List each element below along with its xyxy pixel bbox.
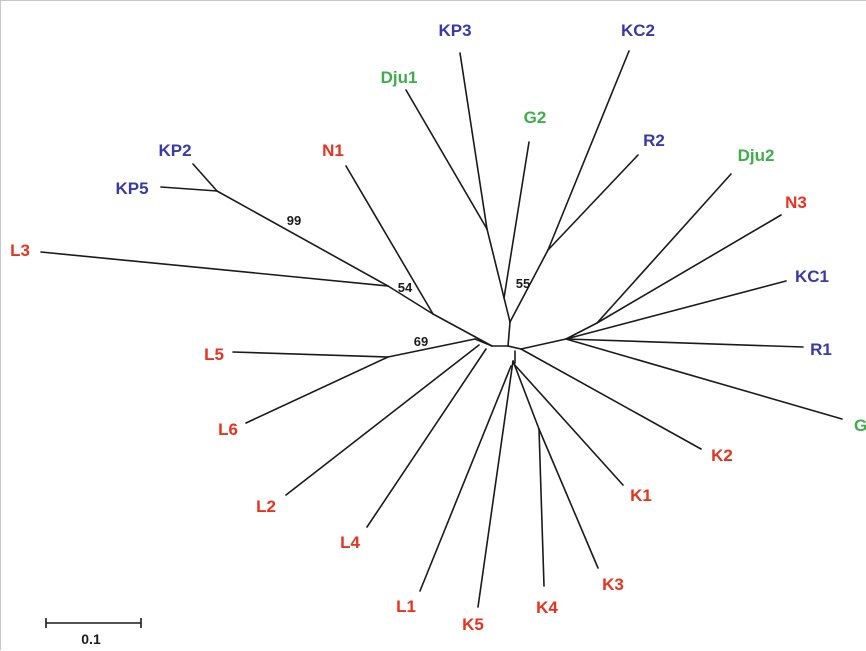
tip-label-n3: N3 [785, 193, 807, 212]
n1-branch [345, 165, 434, 315]
bootstrap-55: 55 [516, 276, 530, 291]
bootstrap-54: 54 [398, 280, 413, 295]
kc2-r2-clade-branch [509, 249, 549, 323]
top-stem-branch [507, 321, 511, 347]
dju1-branch [405, 89, 488, 230]
g-branch [565, 338, 843, 420]
k3-branch [538, 428, 599, 569]
tip-label-k4: K4 [536, 598, 558, 617]
tip-label-k3: K3 [602, 575, 624, 594]
tip-label-l4: L4 [340, 533, 360, 552]
l6-branch [245, 356, 389, 424]
l56-clade-branch [387, 338, 476, 358]
l2-branch [285, 344, 480, 496]
kc2-branch [547, 50, 630, 251]
tip-label-l6: L6 [218, 420, 238, 439]
tip-label-l5: L5 [204, 345, 224, 364]
kp-clade-branch [216, 190, 389, 287]
tip-label-n1: N1 [322, 141, 344, 160]
tip-label-k1: K1 [630, 486, 652, 505]
tip-label-kp5: KP5 [115, 179, 148, 198]
l4-branch [366, 348, 487, 528]
tip-label-g: G [854, 416, 866, 435]
l3-branch [40, 251, 389, 287]
scale-bar-label: 0.1 [81, 631, 101, 647]
kc1-branch [565, 280, 787, 340]
kp3-branch [459, 52, 488, 230]
tip-label-kc2: KC2 [621, 21, 655, 40]
kp2-branch [192, 163, 218, 192]
tip-label-l2: L2 [256, 497, 276, 516]
tip-label-kc1: KC1 [795, 267, 829, 286]
tip-label-l3: L3 [10, 241, 30, 260]
left-clade-branch [387, 285, 434, 315]
k1-branch [512, 362, 624, 486]
r2-branch [547, 154, 639, 251]
tip-label-r1: R1 [810, 340, 832, 359]
scale-bar: 0.1 [45, 618, 142, 647]
kp5-branch [160, 186, 218, 192]
tip-label-kp3: KP3 [438, 21, 471, 40]
tip-label-k5: K5 [462, 615, 484, 634]
l56-stem-branch [474, 338, 493, 347]
bootstrap-69: 69 [414, 334, 428, 349]
left-stem-branch [432, 313, 493, 347]
k4-branch [538, 428, 545, 587]
bootstrap-values: 99 54 55 69 [287, 213, 530, 349]
l1-branch [419, 365, 512, 592]
tip-labels: KP3 KC2 Dju1 G2 R2 N1 KP2 Dju2 KP5 N3 L3… [10, 21, 866, 634]
k4-k3-clade-branch [512, 360, 540, 430]
tip-label-dju1: Dju1 [381, 68, 418, 87]
tip-label-l1: L1 [396, 597, 416, 616]
k5-branch [477, 360, 514, 608]
center-link-right [507, 345, 522, 350]
n3-branch [596, 214, 782, 324]
tree-branches [40, 50, 843, 608]
k2-branch [520, 348, 702, 450]
bootstrap-99: 99 [287, 213, 301, 228]
g2-branch [503, 141, 530, 299]
tip-label-r2: R2 [643, 131, 665, 150]
dju-kp3-clade-branch [486, 228, 511, 323]
tip-label-kp2: KP2 [158, 141, 191, 160]
tip-label-dju2: Dju2 [738, 146, 775, 165]
tip-label-g2: G2 [524, 108, 547, 127]
l5-branch [232, 351, 389, 358]
tip-label-k2: K2 [711, 446, 733, 465]
dju2-branch [596, 173, 732, 324]
right-clade-branch [520, 338, 567, 350]
r1-branch [565, 338, 804, 348]
n3-dju2-clade-branch [565, 322, 598, 340]
